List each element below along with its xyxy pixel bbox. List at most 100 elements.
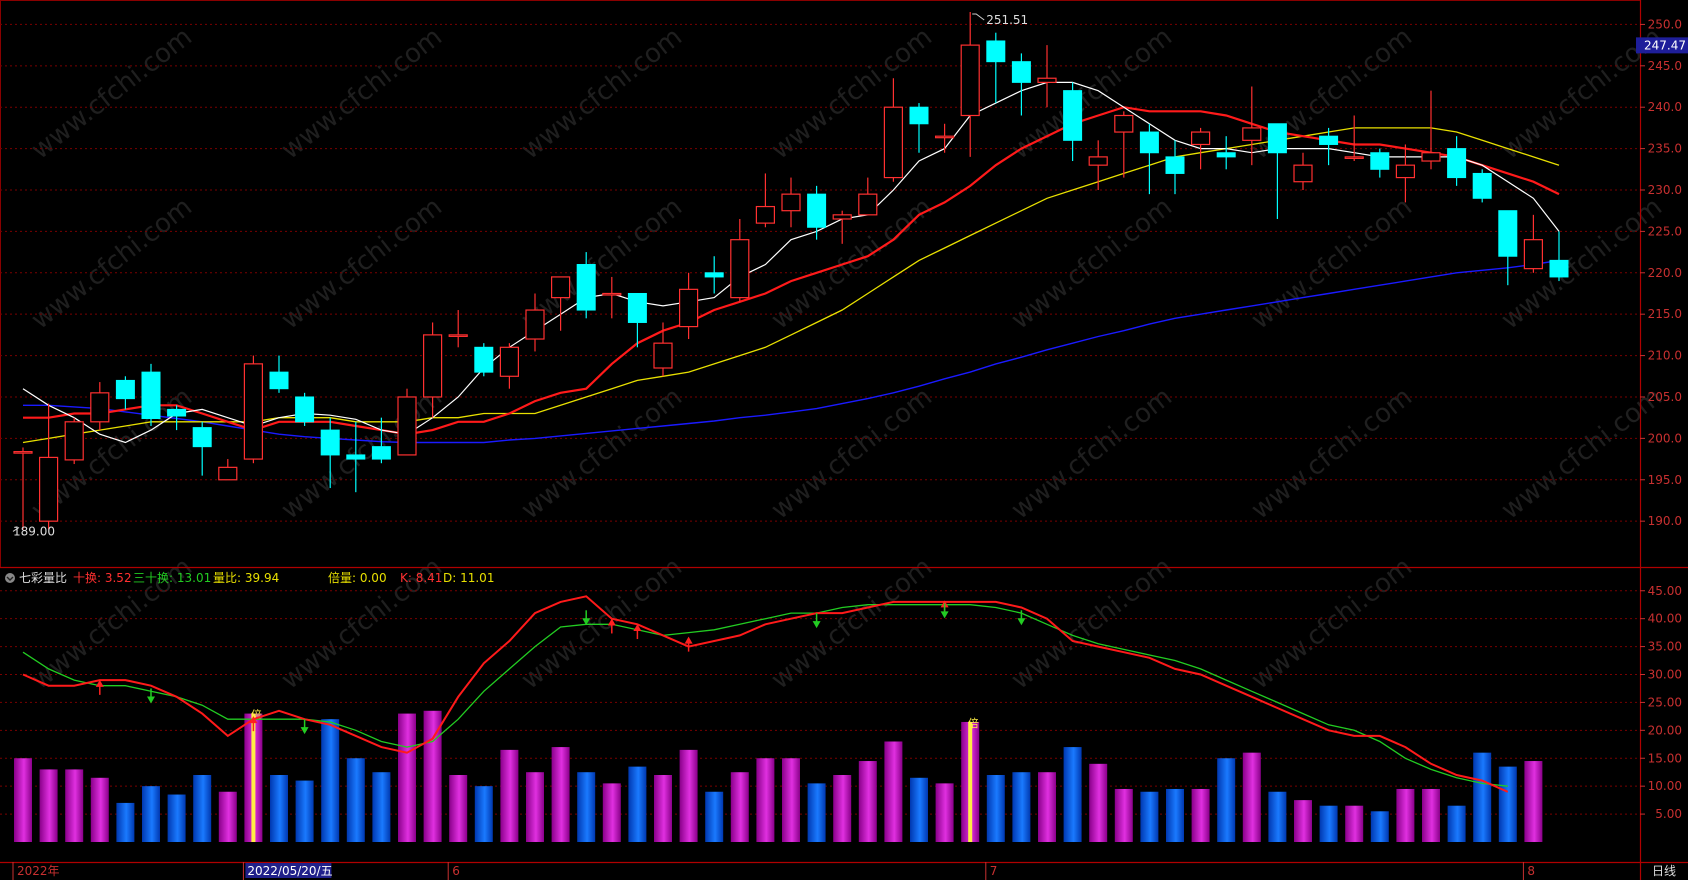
volume-bar <box>910 777 928 842</box>
candle <box>167 405 187 431</box>
volume-bar <box>1012 772 1031 842</box>
candle-body <box>423 334 443 398</box>
volume-bar <box>321 719 340 842</box>
volume-bar <box>628 766 647 842</box>
candle-body <box>1063 90 1083 141</box>
candle-body <box>64 421 84 461</box>
candle <box>1063 82 1083 162</box>
candle-body <box>653 342 673 369</box>
volume-bar <box>142 786 160 842</box>
candle-body <box>1498 210 1518 257</box>
candle <box>269 355 289 393</box>
candlesticks <box>13 12 1569 530</box>
down-arrow-signal <box>582 610 591 626</box>
candle <box>1088 140 1108 190</box>
candle-body <box>1421 152 1441 162</box>
candle-body <box>397 396 417 456</box>
volume-bar <box>807 783 826 842</box>
candle-body <box>346 454 366 460</box>
candle <box>346 421 366 493</box>
candle <box>858 177 878 216</box>
candle <box>653 322 673 377</box>
candle-body <box>960 44 980 117</box>
legend-item: K: 8.41 <box>400 571 442 585</box>
thirty-line <box>22 604 1508 787</box>
candle-body <box>730 239 750 299</box>
last-price-tag-label: 247.47 <box>1644 38 1686 52</box>
volume-bar <box>1038 772 1056 842</box>
volume-bar <box>935 783 954 842</box>
candle-body <box>474 346 494 373</box>
price-axis: 250.0 245.0 240.0 235.0 230.0 225.0 220.0 215.0… <box>1636 17 1688 528</box>
down-arrow-signal <box>940 603 949 619</box>
candle <box>986 32 1006 104</box>
candle-body <box>1472 172 1492 199</box>
candle-body <box>1319 135 1339 145</box>
candle-body <box>1114 114 1134 133</box>
volume-bar <box>65 769 84 842</box>
candle <box>141 363 161 426</box>
candle <box>934 123 955 153</box>
candle-body <box>525 309 545 340</box>
volume-bar <box>705 791 724 842</box>
candle <box>13 447 33 530</box>
candle-body <box>13 451 33 454</box>
low-price-label: 189.00 <box>13 524 55 538</box>
candle-body <box>295 396 315 423</box>
volume-tick-label: 35.00 <box>1648 640 1682 654</box>
candle-body <box>832 214 852 220</box>
volume-bar <box>295 780 314 842</box>
period-label: 日线 <box>1652 864 1676 878</box>
candle <box>1293 152 1313 190</box>
candle <box>115 376 135 410</box>
candle-body <box>1447 148 1467 179</box>
volume-bar <box>1089 763 1108 842</box>
watermark-text: www.cfchi.com <box>1246 552 1418 696</box>
candle <box>1037 45 1057 108</box>
watermark-text: www.cfchi.com <box>1006 552 1178 696</box>
candle <box>64 417 84 465</box>
candle <box>730 218 750 302</box>
candle <box>1190 127 1211 170</box>
candle <box>1011 53 1031 116</box>
candle-body <box>781 193 801 212</box>
volume-bar <box>1370 811 1389 842</box>
volume-bar <box>1498 766 1517 842</box>
volume-bars: 倍倍 <box>14 708 1543 842</box>
candle <box>909 103 929 153</box>
volume-tick-label: 10.00 <box>1648 779 1682 793</box>
up-arrow-signal <box>607 618 616 634</box>
chart-labels: 251.51 189.00 七彩量比 十换: 3.52 三十换: 13.01 量比: 39… <box>5 13 1676 880</box>
date-label: 7 <box>990 864 998 878</box>
candle-body <box>1293 164 1313 183</box>
candle-body <box>1370 152 1390 170</box>
volume-bar <box>1063 747 1082 842</box>
volume-bar <box>833 775 852 842</box>
volume-tick-label: 15.00 <box>1648 751 1682 765</box>
candle-body <box>1190 131 1211 146</box>
volume-bar <box>654 775 672 842</box>
candle <box>1523 214 1544 273</box>
volume-bar <box>1524 761 1543 842</box>
candle <box>397 388 417 456</box>
candle <box>832 210 852 244</box>
candle <box>755 173 776 228</box>
candle-body <box>1088 156 1108 166</box>
volume-tick-label: 5.00 <box>1655 807 1682 821</box>
candle <box>1114 111 1134 178</box>
watermark-text: www.cfchi.com <box>516 382 688 526</box>
volume-bar <box>398 713 416 842</box>
volume-bar <box>1191 788 1210 842</box>
candle <box>499 343 519 389</box>
candle <box>1242 86 1262 166</box>
price-tick-label: 240.0 <box>1648 100 1682 114</box>
volume-bar <box>551 747 570 842</box>
candle <box>883 78 904 182</box>
volume-bar <box>218 791 237 842</box>
candle-body <box>627 292 647 323</box>
candle <box>550 276 571 331</box>
candle-body <box>499 346 519 377</box>
watermark-text: www.cfchi.com <box>1006 382 1178 526</box>
price-tick-label: 225.0 <box>1648 224 1682 238</box>
